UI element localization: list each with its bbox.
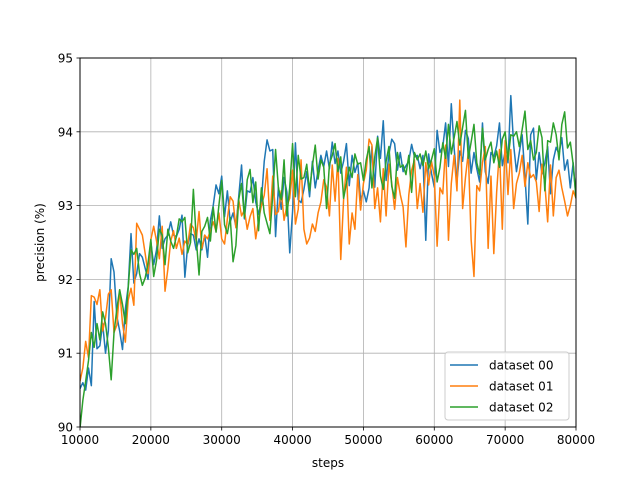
x-axis-label: steps — [312, 456, 344, 470]
y-tick-label: 90 — [58, 421, 73, 435]
legend-label-dataset-00: dataset 00 — [489, 359, 553, 373]
x-tick-label: 30000 — [203, 433, 241, 447]
axis-ticks: 10000 20000 30000 40000 50000 60000 70000 80000… — [58, 52, 595, 448]
y-tick-label: 95 — [58, 52, 73, 66]
series-line-dataset-02 — [80, 109, 576, 427]
y-axis-label: precision (%) — [33, 203, 47, 282]
x-tick-label: 10000 — [61, 433, 99, 447]
series-layer — [80, 94, 576, 427]
legend-label-dataset-01: dataset 01 — [489, 380, 553, 394]
x-tick-label: 70000 — [486, 433, 524, 447]
legend-box — [444, 351, 570, 421]
plot-frame — [79, 57, 577, 428]
legend-label-dataset-02: dataset 02 — [489, 401, 553, 415]
y-tick-label: 91 — [58, 347, 73, 361]
x-tick-label: 60000 — [415, 433, 453, 447]
x-tick-label: 40000 — [273, 433, 311, 447]
legend: dataset 00 dataset 01 dataset 02 — [444, 351, 570, 421]
x-tick-label: 20000 — [132, 433, 170, 447]
y-tick-label: 92 — [58, 273, 73, 287]
x-tick-label: 50000 — [344, 433, 382, 447]
y-tick-label: 93 — [58, 199, 73, 213]
y-tick-label: 94 — [58, 125, 73, 139]
x-tick-label: 80000 — [557, 433, 595, 447]
